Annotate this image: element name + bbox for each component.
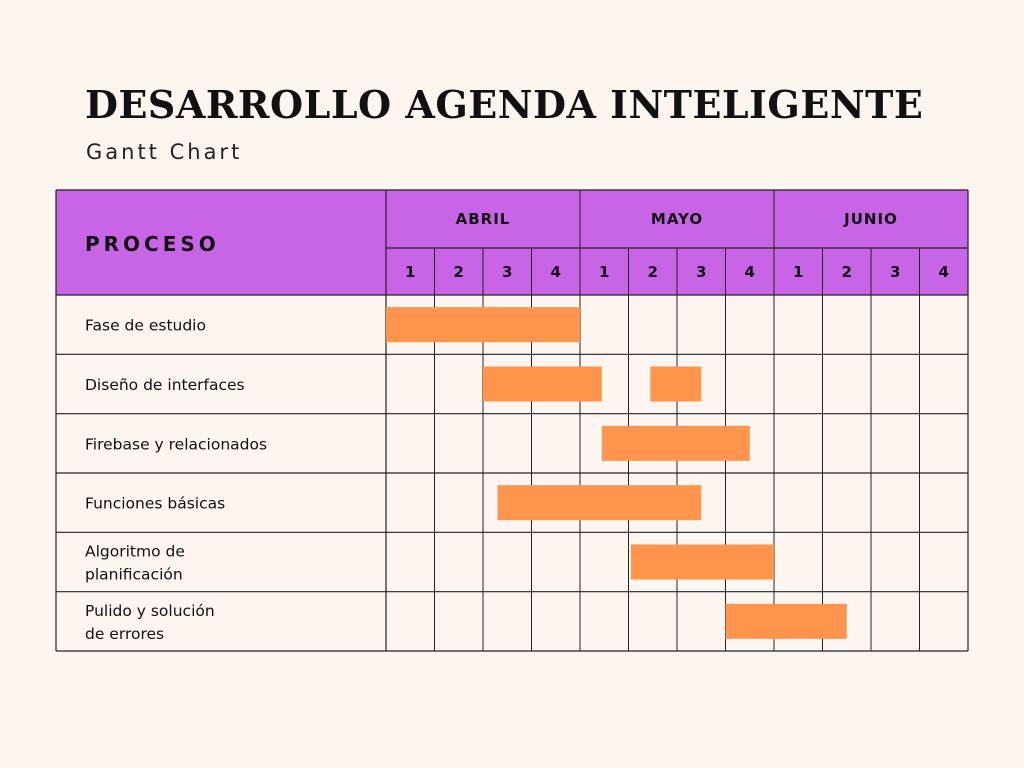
task-bar xyxy=(725,603,847,639)
row-header-label: PROCESO xyxy=(85,232,220,256)
task-label: Diseño de interfaces xyxy=(85,376,245,394)
week-label: 4 xyxy=(939,263,949,281)
task-label: Funciones básicas xyxy=(85,495,225,513)
week-label: 1 xyxy=(793,263,803,281)
task-bar xyxy=(630,544,774,580)
week-label: 1 xyxy=(599,263,609,281)
week-label: 4 xyxy=(745,263,755,281)
task-bar xyxy=(497,485,702,521)
month-label-junio: JUNIO xyxy=(843,210,898,228)
week-label: 3 xyxy=(890,263,900,281)
week-label: 3 xyxy=(502,263,512,281)
week-label: 2 xyxy=(648,263,658,281)
month-label-mayo: MAYO xyxy=(651,210,703,228)
week-label: 2 xyxy=(454,263,464,281)
task-bar xyxy=(601,425,750,461)
task-label: Algoritmo de planificación xyxy=(85,543,185,584)
month-label-abril: ABRIL xyxy=(456,210,511,228)
week-label: 2 xyxy=(842,263,852,281)
task-label: Pulido y solución de errores xyxy=(85,602,215,643)
task-bar xyxy=(483,366,602,402)
week-label: 1 xyxy=(405,263,415,281)
chart-title: DESARROLLO AGENDA INTELIGENTE xyxy=(85,82,924,127)
chart-subtitle: Gantt Chart xyxy=(86,140,243,164)
task-label: Firebase y relacionados xyxy=(85,435,267,453)
week-label: 3 xyxy=(696,263,706,281)
header-background xyxy=(56,190,968,295)
week-label: 4 xyxy=(551,263,561,281)
task-label: Fase de estudio xyxy=(85,317,206,335)
task-bar xyxy=(650,366,702,402)
task-bar xyxy=(386,307,580,343)
